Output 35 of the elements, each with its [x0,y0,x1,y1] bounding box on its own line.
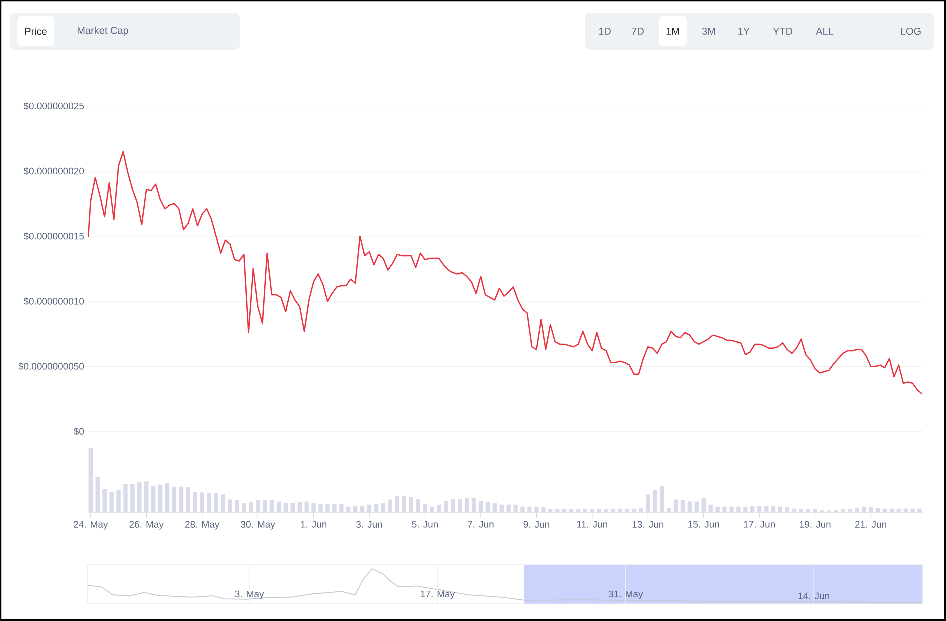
x-tick-label: 9. Jun [524,521,550,528]
y-tick-label: $0.000000025 [24,102,84,110]
text: 3M [702,28,716,36]
x-tick-label: 14. Jun [798,592,830,600]
text: YTD [773,28,793,35]
text: Price [25,28,47,36]
x-tick-label: 28. May [186,521,220,530]
y-tick-label: $0 [74,428,84,436]
text: Market Cap [78,26,128,36]
x-tick-label: 3. May [235,590,264,600]
x-tick-label: 7. Jun [468,521,494,528]
y-tick-label: $0.000000020 [24,168,84,176]
x-tick-label: 13. Jun [632,521,664,528]
x-tick-label: 3. Jun [356,521,382,528]
text: 7D [632,28,644,35]
text: ALL [816,28,834,35]
x-tick-label: 11. Jun [577,521,608,528]
x-tick-label: 15. Jun [688,521,720,528]
x-tick-label: 19. Jun [800,521,831,528]
text: 1M [666,28,680,35]
x-tick-label: 17. May [421,590,456,600]
y-tick-label: $0.0000000050 [18,362,84,370]
x-tick-label: 30. May [241,521,276,530]
x-tick-label: 26. May [130,521,164,530]
text: 1Y [738,28,750,35]
x-tick-label: 31. May [608,590,644,600]
y-tick-label: $0.000000015 [24,232,84,240]
x-tick-label: 17. Jun [744,521,776,528]
text: LOG [901,28,921,36]
x-tick-label: 21. Jun [856,521,886,528]
text: 1D [599,28,611,35]
y-tick-label: $0.000000010 [24,298,84,306]
x-tick-label: 1. Jun [301,521,327,528]
x-tick-label: 24. May [74,521,108,530]
x-tick-label: 5. Jun [412,521,438,528]
